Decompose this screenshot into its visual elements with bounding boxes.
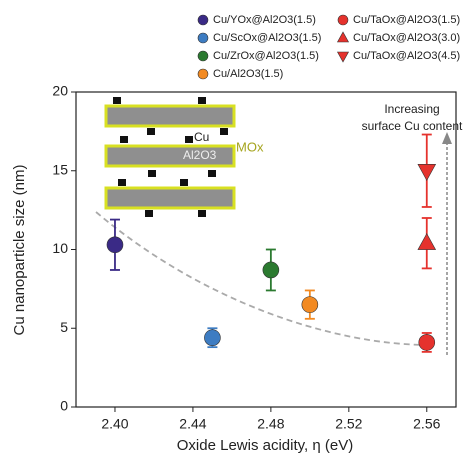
marker	[418, 334, 436, 351]
marker	[336, 31, 350, 43]
y-tick-label: 15	[52, 161, 68, 177]
marker	[262, 261, 280, 279]
y-tick-label: 10	[52, 240, 68, 256]
marker	[417, 164, 437, 181]
y-tick-label: 5	[60, 319, 68, 335]
trend-line	[95, 211, 431, 346]
annotation: Increasing	[384, 102, 439, 116]
marker	[197, 50, 209, 62]
marker	[417, 232, 437, 250]
inset-label: Al2O3	[183, 148, 217, 162]
y-axis-label: Cu nanoparticle size (nm)	[11, 165, 28, 336]
inset-label: Cu	[194, 130, 209, 144]
marker	[197, 14, 209, 26]
inset-diagram	[104, 97, 236, 217]
marker	[197, 32, 209, 44]
marker	[197, 68, 209, 80]
legend-label: Cu/TaOx@Al2O3(4.5)	[353, 50, 460, 62]
x-tick-label: 2.52	[335, 416, 362, 432]
marker	[336, 51, 350, 63]
legend-label: Cu/ZrOx@Al2O3(1.5)	[213, 50, 319, 62]
legend-label: Cu/TaOx@Al2O3(1.5)	[353, 14, 460, 26]
y-tick-label: 0	[60, 398, 68, 414]
annotation: surface Cu content	[362, 119, 463, 133]
marker	[301, 296, 319, 313]
marker	[106, 236, 124, 254]
x-tick-label: 2.44	[179, 416, 206, 432]
y-tick-label: 20	[52, 83, 68, 99]
x-axis-label: Oxide Lewis acidity, η (eV)	[177, 437, 353, 454]
x-tick-label: 2.48	[257, 416, 284, 432]
legend-label: Cu/YOx@Al2O3(1.5)	[213, 14, 316, 26]
marker	[204, 329, 221, 347]
legend-label: Cu/TaOx@Al2O3(3.0)	[353, 32, 460, 44]
x-tick-label: 2.56	[413, 416, 440, 432]
legend-label: Cu/Al2O3(1.5)	[213, 68, 283, 80]
marker	[337, 14, 349, 26]
legend-label: Cu/ScOx@Al2O3(1.5)	[213, 32, 321, 44]
inset-label: MOx	[236, 139, 264, 154]
arrow-head	[442, 132, 452, 144]
x-tick-label: 2.40	[101, 416, 128, 432]
